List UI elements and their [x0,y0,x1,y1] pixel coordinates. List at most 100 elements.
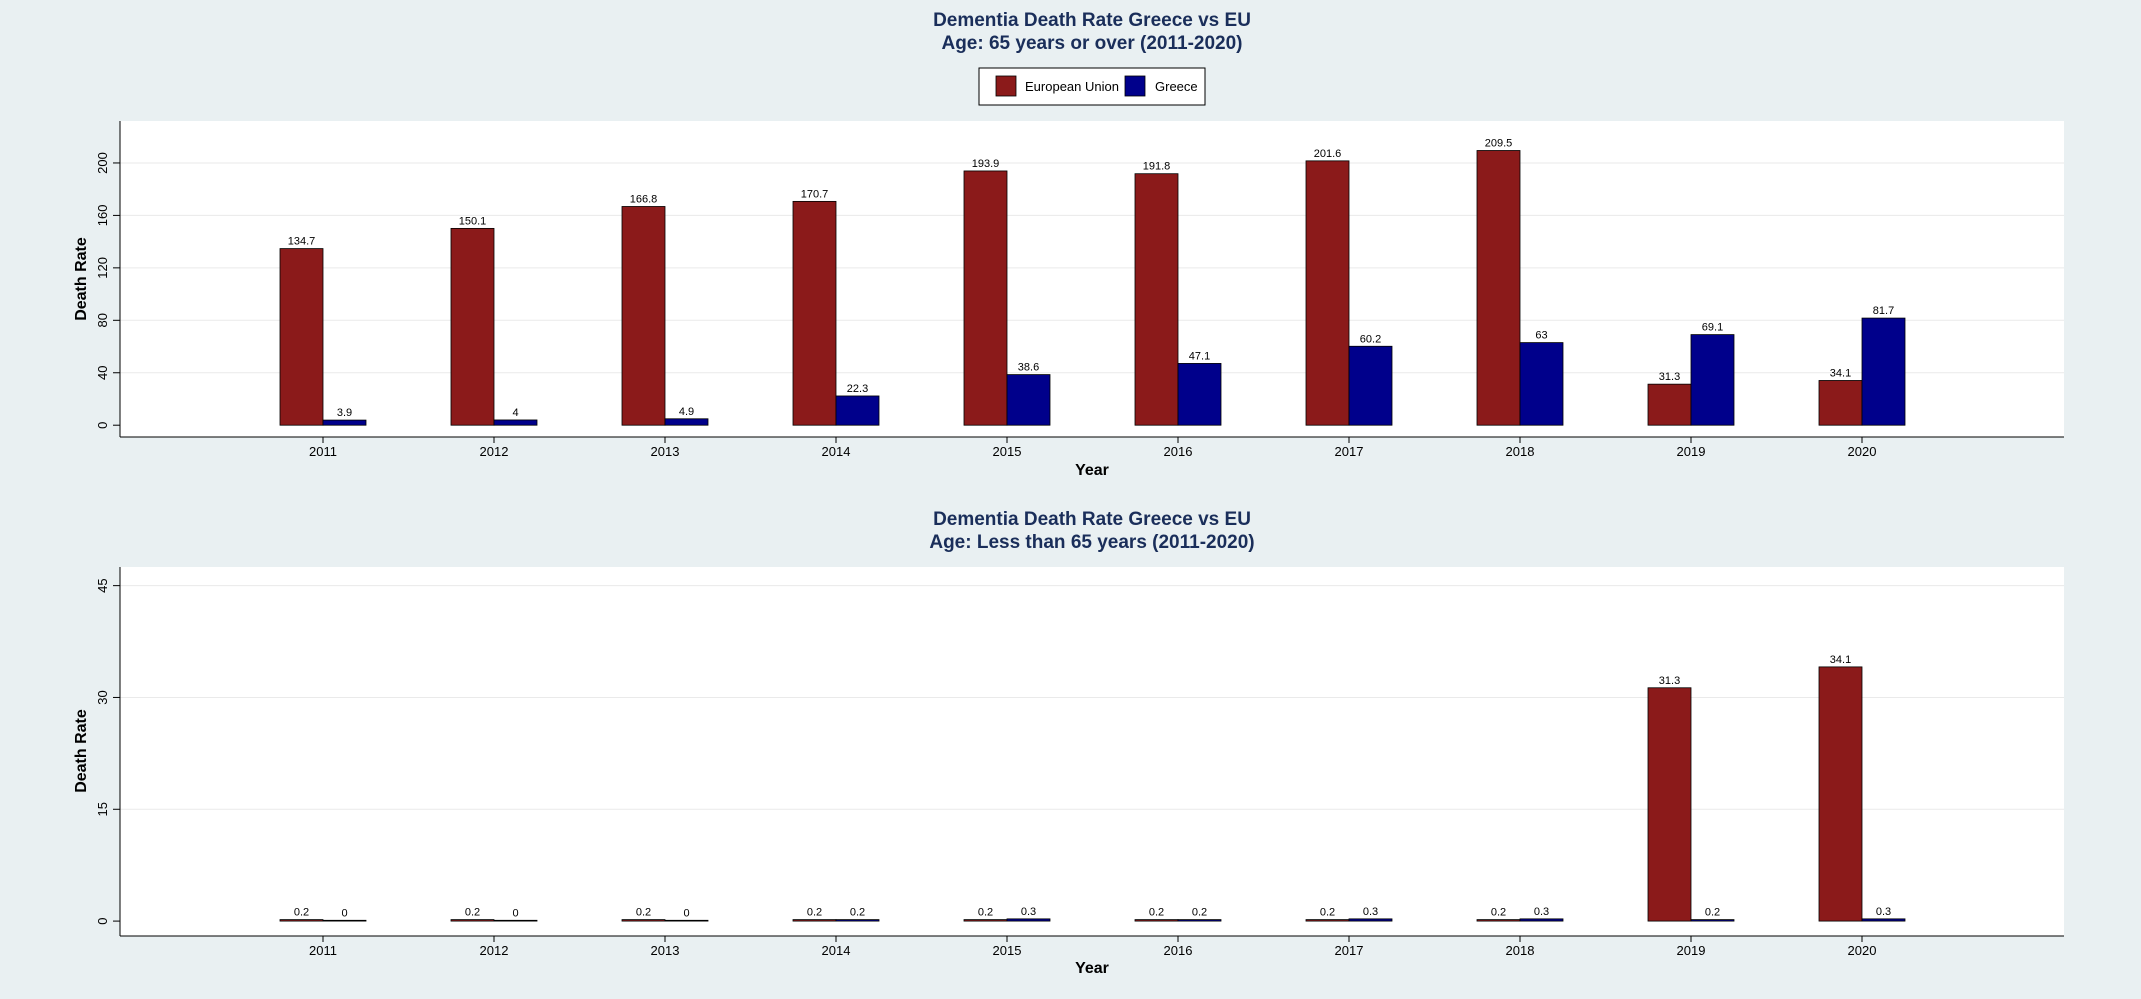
value-label-greece-2019: 69.1 [1702,322,1723,334]
x-tick-label: 2017 [1335,444,1364,459]
bar-eu-2011 [279,919,324,922]
y-tick-label: 160 [95,205,110,227]
bar-eu-2017 [1305,160,1350,426]
x-tick-label: 2015 [993,444,1022,459]
value-label-greece-2012: 0 [512,907,518,919]
x-tick-label: 2011 [309,444,337,459]
y-tick-label: 45 [95,578,110,592]
bar-greece-2015 [1006,918,1051,922]
x-tick-label: 2020 [1848,943,1877,958]
value-label-greece-2013: 0 [683,907,689,919]
chart-title: Dementia Death Rate Greece vs EU [933,509,1251,530]
x-tick-label: 2012 [480,444,509,459]
x-tick-label: 2016 [1164,444,1193,459]
value-label-greece-2016: 0.2 [1192,907,1207,919]
value-label-greece-2011: 3.9 [337,407,352,419]
bar-greece-2013 [664,418,709,426]
value-label-eu-2020: 34.1 [1830,654,1851,666]
y-tick-label: 15 [95,802,110,816]
value-label-greece-2017: 60.2 [1360,333,1381,345]
y-tick-label: 30 [95,690,110,704]
x-tick-label: 2013 [651,943,680,958]
bar-greece-2016 [1177,919,1222,922]
value-label-eu-2015: 193.9 [972,158,1000,170]
bar-eu-2016 [1134,919,1179,922]
value-label-greece-2014: 0.2 [850,907,865,919]
value-label-eu-2014: 0.2 [807,907,822,919]
legend-swatch-greece [1124,75,1146,97]
bar-greece-2015 [1006,374,1051,426]
bar-greece-2019 [1690,334,1735,426]
x-tick-label: 2013 [651,444,680,459]
legend-label-greece: Greece [1155,79,1198,94]
y-axis-title: Death Rate [73,237,90,321]
bar-greece-2011 [322,419,367,426]
bar-eu-2016 [1134,173,1179,426]
value-label-eu-2019: 31.3 [1659,371,1680,383]
bar-eu-2019 [1647,383,1692,426]
value-label-greece-2012: 4 [512,407,518,419]
y-tick-label: 120 [95,257,110,279]
bar-eu-2019 [1647,687,1692,922]
legend-box [978,67,1206,106]
x-tick-label: 2016 [1164,943,1193,958]
bar-eu-2015 [963,170,1008,426]
value-label-eu-2016: 191.8 [1143,161,1171,173]
x-tick-label: 2014 [822,444,851,459]
y-tick-label: 0 [95,422,110,429]
bar-eu-2013 [621,206,666,426]
x-tick-label: 2015 [993,943,1022,958]
value-label-eu-2018: 0.2 [1491,907,1506,919]
bar-greece-2014 [835,395,880,426]
bar-greece-2013 [664,919,709,922]
x-axis-title: Year [1075,960,1109,977]
value-label-greece-2013: 4.9 [679,406,694,418]
value-label-greece-2014: 22.3 [847,383,868,395]
value-label-greece-2020: 0.3 [1876,906,1891,918]
bar-greece-2017 [1348,918,1393,922]
value-label-greece-2019: 0.2 [1705,907,1720,919]
chart-subtitle: Age: Less than 65 years (2011-2020) [929,532,1254,553]
value-label-greece-2020: 81.7 [1873,305,1894,317]
bar-eu-2012 [450,227,495,426]
x-tick-label: 2018 [1506,943,1535,958]
value-label-eu-2017: 0.2 [1320,907,1335,919]
y-tick-label: 80 [95,313,110,327]
value-label-eu-2019: 31.3 [1659,675,1680,687]
value-label-eu-2018: 209.5 [1485,138,1513,150]
value-label-eu-2015: 0.2 [978,907,993,919]
bar-greece-2017 [1348,345,1393,426]
x-tick-label: 2019 [1677,943,1706,958]
bar-eu-2018 [1476,919,1521,922]
bar-eu-2020 [1818,380,1863,426]
bar-greece-2020 [1861,317,1906,426]
bar-eu-2014 [792,919,837,922]
bar-greece-2016 [1177,363,1222,426]
x-tick-label: 2014 [822,943,851,958]
bar-eu-2018 [1476,150,1521,426]
legend-swatch-eu [995,75,1017,97]
bar-greece-2018 [1519,342,1564,426]
value-label-eu-2012: 150.1 [459,215,487,227]
x-tick-label: 2017 [1335,943,1364,958]
bar-eu-2015 [963,919,1008,922]
legend: European Union Greece [978,67,1206,106]
value-label-greece-2015: 38.6 [1018,362,1039,374]
value-label-eu-2011: 0.2 [294,907,309,919]
plot-area [120,567,2064,936]
value-label-eu-2013: 0.2 [636,907,651,919]
value-label-eu-2011: 134.7 [288,236,316,248]
legend-label-eu: European Union [1025,79,1119,94]
bar-eu-2013 [621,919,666,922]
value-label-greece-2018: 63 [1535,330,1547,342]
value-label-greece-2011: 0 [341,907,347,919]
value-label-greece-2016: 47.1 [1189,350,1210,362]
value-label-greece-2015: 0.3 [1021,906,1036,918]
bar-eu-2012 [450,919,495,922]
value-label-eu-2016: 0.2 [1149,907,1164,919]
bar-eu-2011 [279,248,324,426]
value-label-eu-2013: 166.8 [630,193,658,205]
x-tick-label: 2012 [480,943,509,958]
